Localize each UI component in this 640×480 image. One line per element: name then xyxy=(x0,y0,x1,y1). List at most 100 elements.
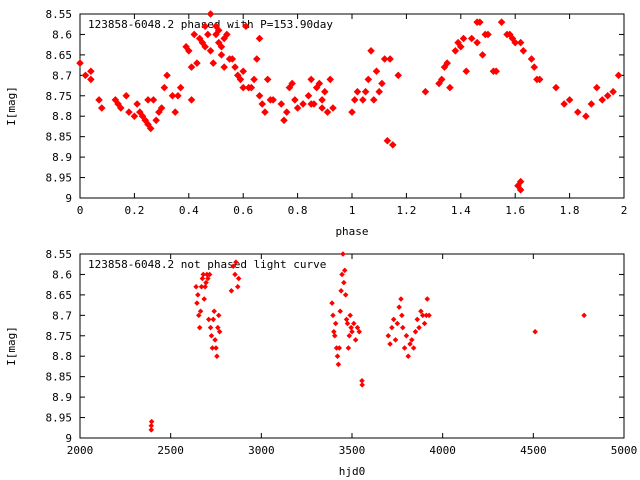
data-point xyxy=(304,92,313,100)
data-point xyxy=(323,108,332,116)
x-tick-label: 2000 xyxy=(67,444,94,457)
data-point xyxy=(76,59,84,67)
data-point xyxy=(372,67,381,76)
data-point xyxy=(194,300,200,306)
data-point xyxy=(209,345,216,351)
data-point xyxy=(149,96,158,104)
data-point xyxy=(443,59,451,67)
data-point xyxy=(185,47,193,55)
y-tick-label: 9 xyxy=(65,192,72,205)
data-point xyxy=(207,324,214,331)
data-point xyxy=(201,296,207,302)
data-point xyxy=(152,116,160,125)
data-point xyxy=(193,283,199,290)
data-point xyxy=(239,83,247,92)
data-point xyxy=(282,108,291,116)
y-tick-label: 8.85 xyxy=(46,131,73,144)
data-point xyxy=(581,312,587,319)
data-point xyxy=(552,83,560,92)
data-point xyxy=(250,75,258,84)
data-point xyxy=(214,26,223,35)
x-tick-label: 1 xyxy=(349,204,356,217)
data-point xyxy=(291,96,299,104)
data-point xyxy=(484,30,492,39)
data-point xyxy=(405,353,411,359)
plot-frame xyxy=(79,253,625,439)
data-point xyxy=(163,71,171,80)
data-point xyxy=(332,333,338,339)
data-point xyxy=(261,108,269,116)
data-point xyxy=(407,341,413,347)
data-point xyxy=(603,92,612,100)
data-point xyxy=(213,345,219,351)
data-point xyxy=(214,353,220,359)
data-point xyxy=(390,316,397,323)
chart-title: 123858-6048.2 not phased light curve xyxy=(88,258,326,271)
data-point xyxy=(97,104,106,112)
data-point xyxy=(208,333,215,339)
data-point xyxy=(403,333,410,339)
data-point xyxy=(122,92,131,100)
data-point xyxy=(367,47,375,55)
data-point xyxy=(532,328,538,335)
data-point xyxy=(419,312,426,319)
data-point xyxy=(565,96,574,104)
data-point xyxy=(389,324,395,331)
data-point xyxy=(200,271,207,278)
data-point xyxy=(426,312,432,319)
data-point xyxy=(535,75,544,84)
data-point xyxy=(348,324,354,331)
x-tick-label: 1.2 xyxy=(396,204,416,217)
data-point xyxy=(337,308,343,315)
data-point xyxy=(369,96,378,104)
y-tick-label: 8.7 xyxy=(52,69,72,82)
data-point xyxy=(473,38,481,47)
data-point xyxy=(233,259,239,265)
data-point xyxy=(330,312,336,319)
data-point xyxy=(230,263,236,270)
y-tick-label: 8.65 xyxy=(46,49,73,62)
data-point xyxy=(202,283,208,290)
data-point xyxy=(334,353,341,359)
data-point xyxy=(394,320,401,327)
data-point xyxy=(349,328,355,335)
data-point xyxy=(351,320,357,327)
data-point xyxy=(168,92,177,100)
data-point xyxy=(416,324,422,331)
data-point xyxy=(255,92,264,100)
data-point xyxy=(321,87,329,96)
data-point xyxy=(204,30,212,39)
data-point xyxy=(399,312,405,319)
y-tick-label: 9 xyxy=(65,432,72,445)
data-point xyxy=(614,71,623,80)
data-point xyxy=(133,100,141,108)
data-point xyxy=(342,292,349,298)
data-point xyxy=(364,75,373,84)
data-point xyxy=(255,34,264,43)
unphased-light-curve-panel: 123858-6048.2 not phased light curve hjd… xyxy=(5,248,637,478)
data-point xyxy=(511,38,519,47)
y-axis-label: I[mag] xyxy=(5,86,18,126)
data-point xyxy=(492,67,500,76)
data-point xyxy=(410,345,417,351)
data-points xyxy=(76,10,623,194)
data-point xyxy=(217,51,226,59)
data-point xyxy=(336,345,343,351)
data-point xyxy=(573,108,582,116)
data-point xyxy=(223,30,231,39)
data-point xyxy=(516,177,525,186)
x-axis-label: phase xyxy=(335,225,368,238)
data-point xyxy=(593,83,601,92)
data-point xyxy=(598,96,607,104)
x-tick-label: 0.8 xyxy=(288,204,308,217)
data-point xyxy=(239,67,247,76)
data-point xyxy=(345,345,352,351)
x-tick-label: 0.2 xyxy=(124,204,144,217)
y-tick-label: 8.6 xyxy=(52,268,72,281)
data-point xyxy=(231,63,239,71)
data-point xyxy=(212,337,218,343)
tick-group: 0 0.2 0.4 0.6 0.8 1 1.2 1.4 1.6 1.8 2 8.55 8.6 8.65 8.… xyxy=(46,8,628,217)
chart-title: 123858-6048.2 phased with P=153.90day xyxy=(88,18,333,31)
data-point xyxy=(387,341,393,347)
